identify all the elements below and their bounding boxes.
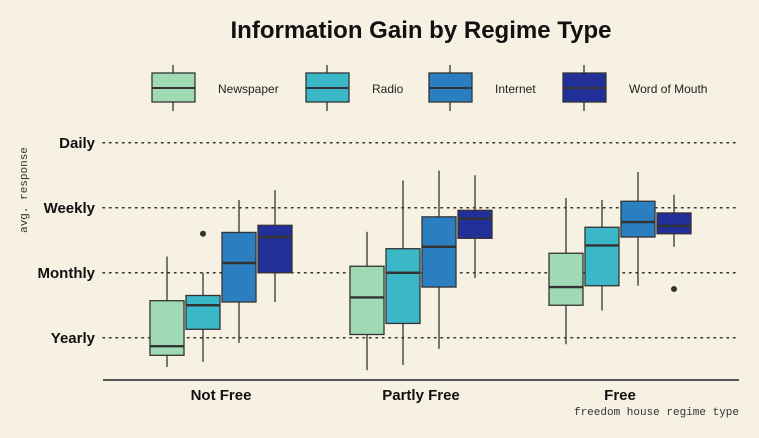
legend-item: Internet — [428, 65, 536, 111]
legend-label: Word of Mouth — [629, 82, 707, 96]
box-newspaper — [548, 198, 584, 345]
outlier-point — [671, 286, 677, 292]
y-axis: Yearly Monthly Weekly Daily — [38, 135, 96, 347]
box-iqr — [185, 294, 221, 330]
x-tick-label: Free — [604, 387, 636, 404]
box-radio — [185, 230, 221, 362]
box-internet — [221, 199, 257, 343]
legend-label: Newspaper — [218, 82, 279, 96]
x-axis: Not Free Partly Free Free — [191, 387, 636, 404]
box-newspaper — [149, 256, 185, 367]
x-tick-label: Not Free — [191, 387, 252, 404]
box-iqr — [257, 224, 293, 274]
box-iqr — [221, 231, 257, 303]
box-word-of-mouth — [656, 194, 692, 292]
y-tick-label: Monthly — [38, 265, 96, 282]
x-tick-label: Partly Free — [382, 387, 460, 404]
box-word-of-mouth — [257, 190, 293, 302]
box-iqr — [620, 200, 656, 238]
outlier-point — [200, 230, 206, 237]
box-iqr — [421, 216, 457, 288]
legend-item: Word of Mouth — [562, 65, 707, 111]
box-iqr — [457, 209, 493, 239]
y-axis-label: avg. response — [19, 147, 31, 233]
box-radio — [584, 199, 620, 311]
y-tick-label: Weekly — [44, 200, 96, 217]
box-internet — [421, 170, 457, 349]
box-internet — [620, 172, 656, 286]
box-iqr — [349, 265, 385, 336]
legend: Newspaper Radio Internet Word of Mouth — [151, 65, 707, 111]
y-tick-label: Daily — [59, 135, 96, 152]
x-axis-label: freedom house regime type — [574, 407, 739, 419]
legend-item: Newspaper — [151, 65, 279, 111]
box-word-of-mouth — [457, 175, 493, 278]
y-tick-label: Yearly — [51, 330, 96, 347]
box-radio — [385, 180, 421, 366]
legend-item: Radio — [305, 65, 404, 111]
box-plots — [149, 170, 692, 371]
chart-title: Information Gain by Regime Type — [231, 17, 612, 44]
box-iqr — [656, 212, 692, 235]
box-iqr — [548, 252, 584, 306]
grid — [102, 141, 740, 339]
legend-label: Radio — [372, 82, 404, 96]
box-iqr — [385, 248, 421, 325]
box-iqr — [584, 226, 620, 287]
legend-label: Internet — [495, 82, 536, 96]
box-newspaper — [349, 231, 385, 371]
